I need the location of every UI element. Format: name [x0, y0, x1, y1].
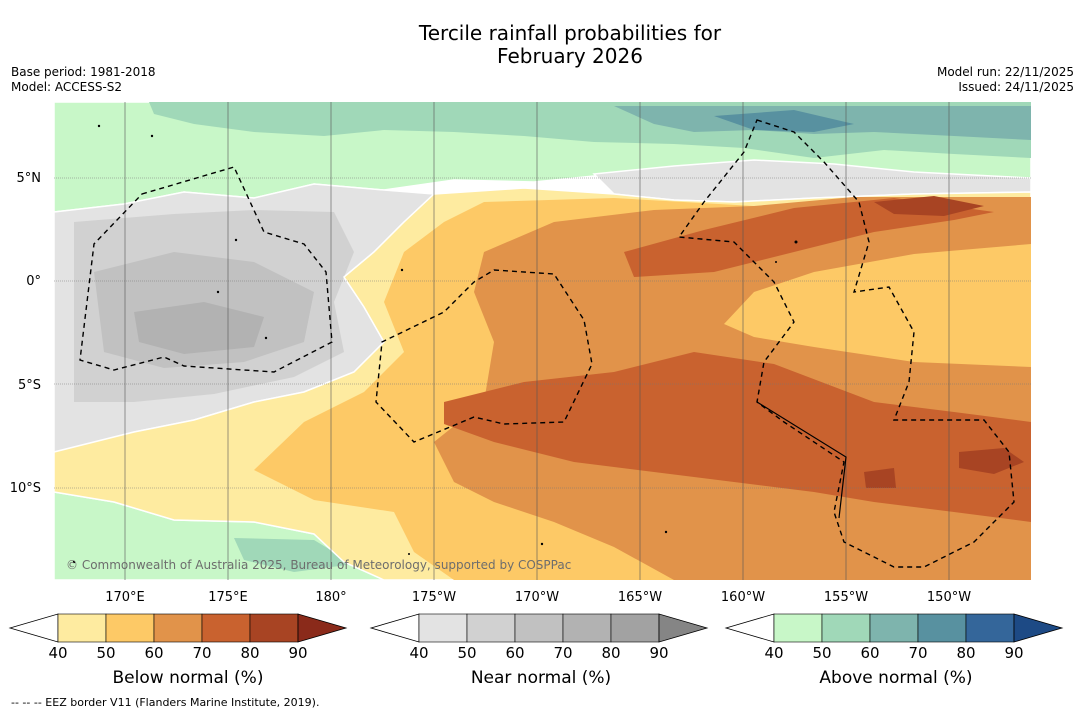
above-normal-south-50: [234, 538, 354, 572]
copyright-notice: © Commonwealth of Australia 2025, Bureau…: [66, 558, 572, 572]
model-name: Model: ACCESS-S2: [11, 80, 123, 94]
meta-left: Base period: 1981-2018 Model: ACCESS-S2: [11, 65, 156, 95]
lon-label: 170°W: [514, 590, 560, 605]
colorbar-tick-label: 70: [553, 644, 572, 662]
lat-label: 5°N: [16, 171, 42, 186]
lon-label: 155°W: [823, 590, 869, 605]
below-normal-70-north: [624, 198, 994, 277]
colorbar-tick-label: 80: [956, 644, 975, 662]
colorbar-tick-label: 80: [240, 644, 259, 662]
eez-borders: [79, 119, 1015, 568]
colorbar-tick-label: 90: [1004, 644, 1023, 662]
colorbar-below: 40 50 60 70 80 90: [8, 613, 348, 662]
colorbar-title-above: Above normal (%): [819, 668, 973, 688]
colorbar-segment: [917, 613, 967, 643]
eez-kiribati-gilbert: [79, 166, 333, 373]
below-normal-80-north: [874, 196, 984, 216]
lon-label: 150°W: [926, 590, 972, 605]
title-line-1: Tercile rainfall probabilities for: [418, 21, 722, 45]
eez-legend-footer: -- -- -- EEZ border V11 (Flanders Marine…: [11, 696, 320, 709]
colorbar-tick-label: 40: [409, 644, 428, 662]
eez-kiribati-phoenix: [375, 269, 593, 443]
rainfall-map: [54, 102, 1031, 580]
colorbar-extend-low: [724, 613, 775, 643]
colorbar-tick-label: 40: [764, 644, 783, 662]
colorbar-tick-label: 60: [860, 644, 879, 662]
issued-date: Issued: 24/11/2025: [958, 80, 1074, 94]
colorbar-extend-low: [369, 613, 420, 643]
lon-label: 180°: [315, 590, 347, 605]
eez-solid-border: [756, 401, 847, 519]
lon-label: 160°W: [720, 590, 766, 605]
colorbar-title-below: Below normal (%): [112, 668, 264, 688]
eez-kiribati-line: [677, 119, 1015, 568]
below-normal-80-east: [959, 448, 1024, 474]
colorbar-near: 40 50 60 70 80 90: [369, 613, 709, 662]
colorbar-segment: [57, 613, 107, 643]
colorbar-tick-label: 40: [48, 644, 67, 662]
colorbar-segment: [821, 613, 871, 643]
colorbar-segment: [965, 613, 1015, 643]
colorbar-tick-label: 50: [96, 644, 115, 662]
colorbar-segment: [105, 613, 155, 643]
base-period: Base period: 1981-2018: [11, 65, 156, 79]
colorbar-extend-high: [1013, 613, 1064, 643]
colorbar-segment: [514, 613, 564, 643]
colorbar-tick-label: 70: [192, 644, 211, 662]
lon-label: 175°E: [208, 590, 248, 605]
colorbar-segment: [869, 613, 919, 643]
colorbar-tick-label: 90: [288, 644, 307, 662]
above-normal-north-70: [714, 110, 854, 132]
islands: [72, 124, 798, 564]
colorbar-segment: [201, 613, 251, 643]
meta-right: Model run: 22/11/2025 Issued: 24/11/2025: [937, 65, 1074, 95]
colorbar-tick-label: 80: [601, 644, 620, 662]
near-normal-west-70: [134, 302, 264, 354]
colorbar-segment: [249, 613, 299, 643]
colorbar-tick-label: 50: [812, 644, 831, 662]
colorbar-extend-high: [658, 613, 709, 643]
lon-label: 165°W: [617, 590, 663, 605]
below-normal-80-south: [864, 468, 896, 488]
model-run: Model run: 22/11/2025: [936, 65, 1074, 79]
lat-label: 0°: [26, 274, 41, 289]
colorbar-segment: [153, 613, 203, 643]
colorbar-above: 40 50 60 70 80 90: [724, 613, 1064, 662]
colorbar-segment: [610, 613, 660, 643]
title-line-2: February 2026: [497, 44, 643, 68]
lat-gridlines: [54, 177, 1031, 489]
colorbar-tick-label: 70: [908, 644, 927, 662]
colorbar-extend-high: [297, 613, 348, 643]
colorbar-segment: [418, 613, 468, 643]
colorbar-tick-label: 60: [144, 644, 163, 662]
colorbar-segment: [466, 613, 516, 643]
colorbar-tick-label: 90: [649, 644, 668, 662]
map-title: Tercile rainfall probabilities for Febru…: [0, 22, 1085, 68]
colorbar-segment: [773, 613, 823, 643]
colorbar-segment: [562, 613, 612, 643]
lon-label: 170°E: [105, 590, 145, 605]
lon-gridlines: [124, 102, 950, 580]
lat-label: 5°S: [17, 378, 41, 393]
colorbar-tick-label: 60: [505, 644, 524, 662]
colorbar-extend-low: [8, 613, 59, 643]
lat-label: 10°S: [9, 481, 41, 496]
colorbar-tick-label: 50: [457, 644, 476, 662]
lon-label: 175°W: [411, 590, 457, 605]
colorbar-title-near: Near normal (%): [470, 668, 612, 688]
